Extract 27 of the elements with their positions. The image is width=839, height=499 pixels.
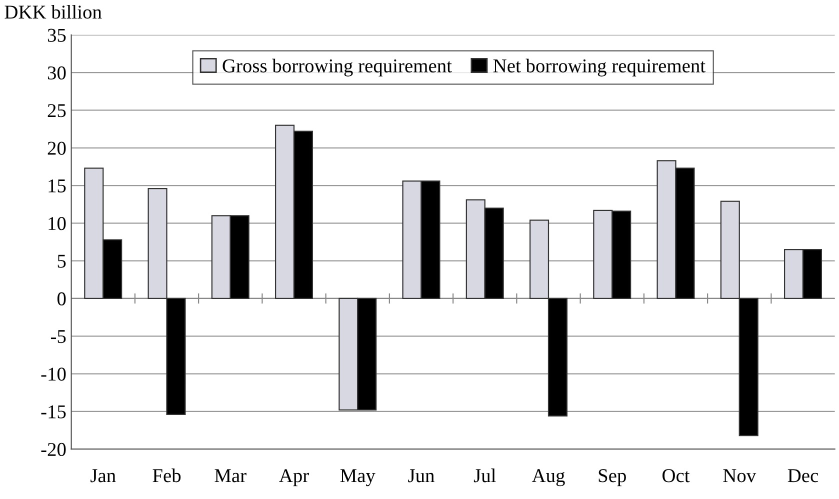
x-tick-label: Jan <box>90 469 116 482</box>
y-tick-label: 25 <box>48 104 66 118</box>
y-axis-title: DKK billion <box>4 4 102 19</box>
y-tick-label: 35 <box>48 28 66 42</box>
x-tick-label: Aug <box>532 469 565 486</box>
x-tick-label: Sep <box>598 469 626 486</box>
y-tick-label: 15 <box>48 179 66 192</box>
legend-label: Gross borrowing requirement <box>222 58 452 76</box>
x-tick-label: Nov <box>723 469 756 482</box>
x-tick-label: Jun <box>408 469 434 482</box>
y-tick-label: 10 <box>48 217 66 230</box>
x-tick-label: Dec <box>788 469 818 482</box>
x-tick-label: Apr <box>279 469 309 486</box>
y-tick-label: -5 <box>50 330 66 344</box>
x-tick-label: Oct <box>662 469 690 482</box>
y-tick-label: 0 <box>57 292 66 306</box>
x-tick-label: Feb <box>152 468 181 482</box>
legend-label: Net borrowing requirement <box>493 58 706 76</box>
y-tick-label: -15 <box>41 405 66 418</box>
y-tick-label: 20 <box>48 142 66 155</box>
y-tick-label: -10 <box>41 368 66 381</box>
y-tick-label: 30 <box>48 66 66 80</box>
x-tick-label: Mar <box>214 469 246 482</box>
x-tick-label: May <box>340 469 376 486</box>
y-tick-label: 5 <box>58 254 66 268</box>
x-tick-label: Jul <box>474 468 496 482</box>
y-tick-label: -20 <box>41 442 66 456</box>
